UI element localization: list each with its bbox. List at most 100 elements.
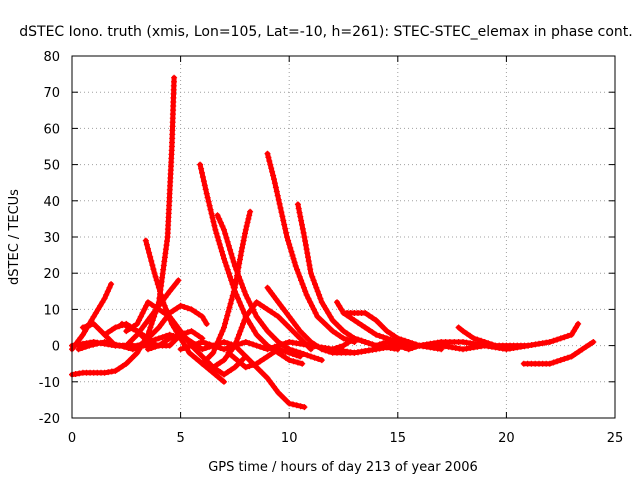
plus-marker [116, 365, 123, 372]
y-tick-label: 80 [43, 50, 60, 65]
plus-marker [575, 348, 582, 355]
plus-marker [463, 330, 470, 337]
plus-marker [311, 354, 318, 361]
plus-marker [398, 336, 405, 343]
data-series [264, 150, 358, 345]
plus-marker [199, 353, 206, 360]
plus-marker [219, 223, 226, 230]
plus-marker [184, 329, 191, 336]
plus-marker [96, 326, 103, 333]
plus-marker [97, 302, 104, 309]
plus-marker [296, 273, 303, 280]
plus-marker [235, 295, 241, 302]
plus-marker [296, 209, 303, 216]
plus-marker [261, 339, 268, 346]
plus-marker [155, 284, 162, 291]
plus-marker [294, 332, 301, 339]
plus-marker [300, 284, 307, 291]
plus-marker [228, 366, 235, 373]
plus-marker [137, 343, 144, 350]
plus-marker [101, 339, 108, 345]
plus-marker [105, 329, 112, 336]
plus-marker [478, 337, 485, 344]
plus-marker [564, 354, 571, 361]
plus-marker [123, 360, 130, 367]
plus-marker [148, 258, 155, 264]
plus-marker [223, 234, 230, 241]
x-tick-label: 5 [176, 431, 184, 446]
plus-marker [175, 277, 182, 284]
plus-marker [305, 343, 312, 350]
plus-marker [270, 172, 277, 179]
plus-marker [402, 337, 408, 344]
plus-marker [123, 342, 130, 349]
plus-marker [143, 302, 150, 309]
plus-marker [150, 329, 157, 336]
plus-marker [246, 363, 253, 370]
plus-marker [229, 254, 236, 261]
y-axis-title: dSTEC / TECUs [7, 189, 22, 285]
plus-marker [391, 332, 398, 339]
plus-marker [286, 357, 293, 364]
plus-marker [242, 226, 249, 233]
plus-marker [579, 346, 586, 353]
plus-marker [119, 320, 125, 327]
plus-marker [394, 342, 401, 349]
plus-marker [307, 346, 314, 353]
plus-marker [208, 210, 215, 217]
plus-marker [312, 281, 318, 288]
plus-marker [481, 339, 488, 345]
plus-marker [298, 277, 305, 284]
plus-marker [211, 222, 218, 229]
plus-marker [161, 302, 168, 309]
plus-marker [195, 332, 202, 339]
plus-marker [170, 307, 177, 314]
plus-marker [305, 258, 312, 265]
plus-marker [216, 335, 223, 342]
plus-marker [192, 341, 199, 348]
plus-marker [168, 320, 175, 327]
plus-marker [302, 238, 309, 244]
plus-marker [131, 352, 138, 359]
plus-marker [455, 324, 462, 331]
plus-marker [302, 340, 309, 347]
plus-marker [242, 291, 249, 298]
plus-marker [179, 339, 186, 345]
plus-marker [192, 330, 199, 337]
plus-marker [134, 349, 141, 356]
plus-marker [230, 258, 237, 265]
plus-marker [338, 306, 345, 313]
plus-marker [123, 328, 130, 335]
plus-marker [299, 360, 306, 367]
plus-marker [216, 241, 223, 248]
plus-marker [214, 212, 221, 219]
plus-marker [259, 337, 266, 344]
plus-marker [122, 322, 129, 329]
plus-marker [285, 237, 292, 244]
plus-marker [228, 296, 235, 303]
data-series [520, 339, 597, 367]
plus-marker [170, 334, 177, 341]
plus-marker [317, 316, 324, 323]
plus-marker [157, 288, 163, 295]
plus-marker [143, 241, 150, 248]
plus-marker [358, 337, 365, 344]
y-tick-label: 50 [43, 159, 60, 174]
plus-marker [316, 291, 323, 298]
plus-marker [101, 295, 108, 302]
plus-marker [221, 255, 227, 262]
plus-marker [310, 306, 317, 313]
plus-marker [289, 252, 296, 259]
plus-marker [570, 328, 577, 335]
plus-marker [225, 242, 232, 249]
plus-marker [195, 311, 202, 318]
plus-marker [240, 237, 247, 244]
plus-marker [221, 324, 227, 331]
plus-marker [365, 312, 372, 319]
plus-marker [192, 355, 199, 362]
plus-marker [126, 339, 132, 346]
y-tick-label: 30 [43, 231, 60, 246]
plus-marker [294, 359, 301, 366]
plus-marker [280, 319, 287, 326]
plus-marker [362, 310, 369, 316]
